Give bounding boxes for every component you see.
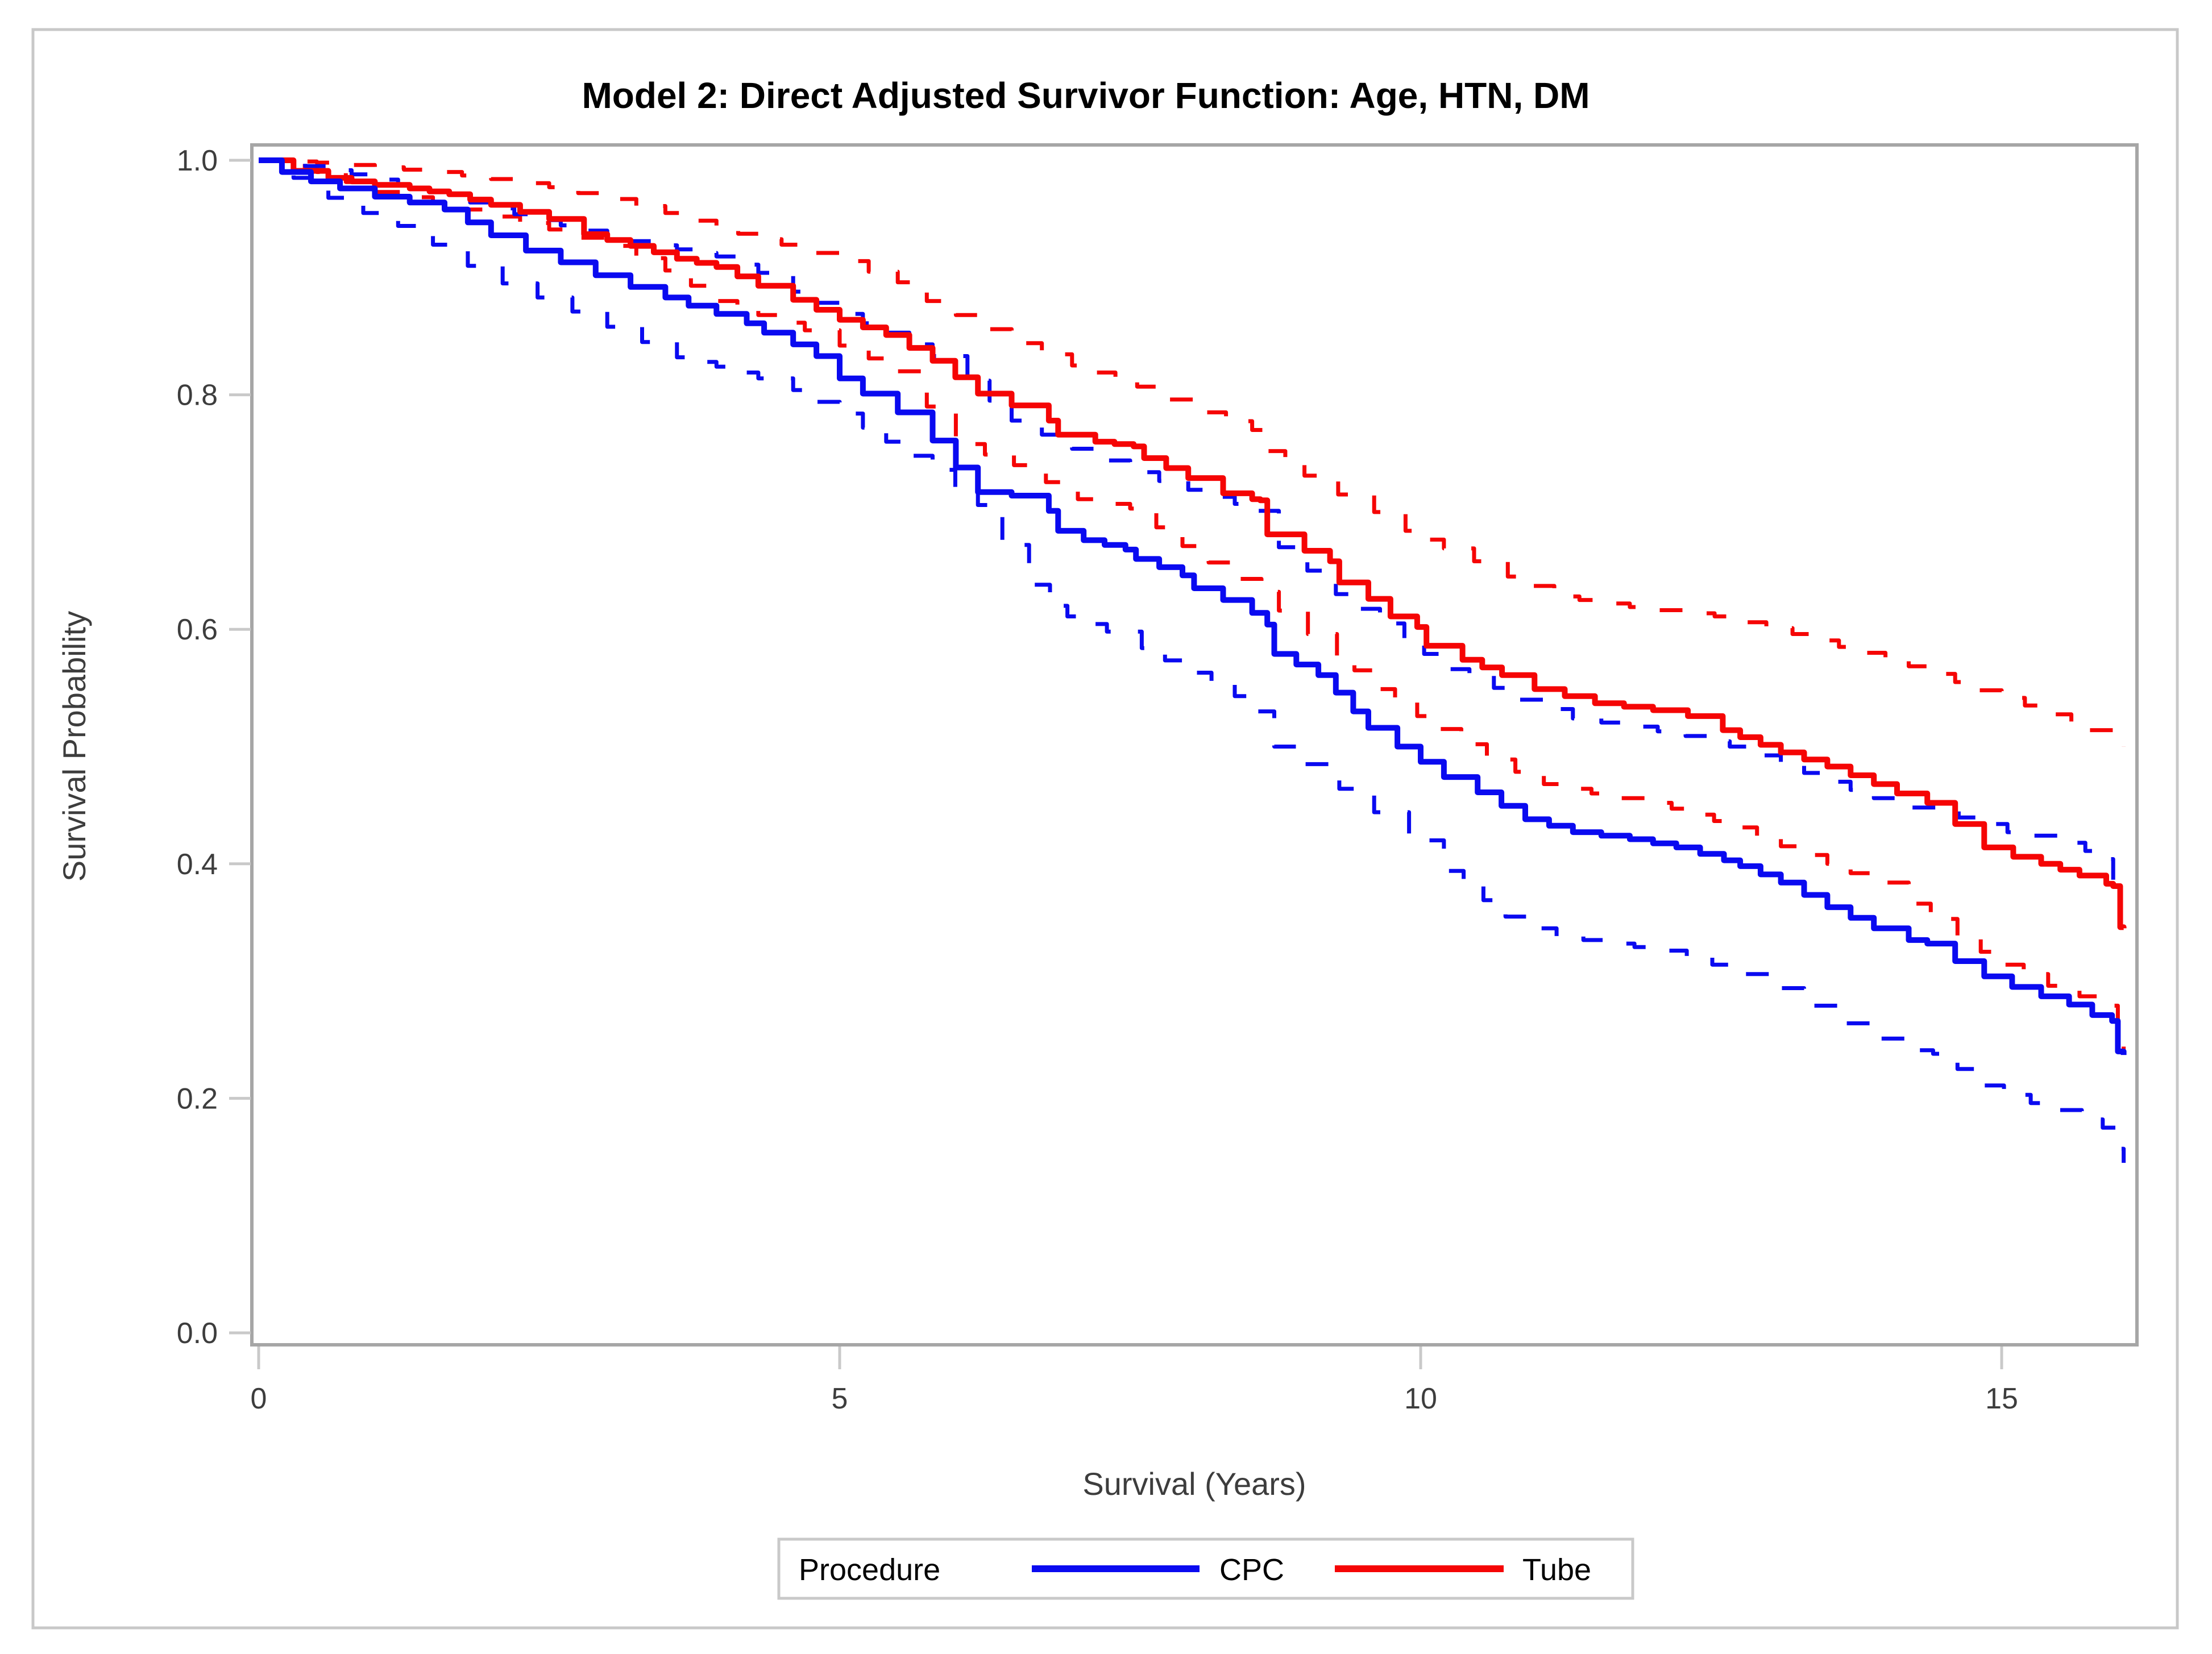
tube-estimate-curve — [259, 157, 2127, 930]
survival-curves — [259, 157, 2127, 1163]
legend: Procedure CPC Tube — [777, 1537, 1634, 1600]
x-tick-label: 5 — [832, 1382, 848, 1415]
legend-title: Procedure — [799, 1553, 940, 1587]
x-tick-label: 0 — [251, 1382, 267, 1415]
chart-title: Model 2: Direct Adjusted Survivor Functi… — [582, 75, 1590, 116]
y-axis-title: Survival Probability — [56, 611, 92, 882]
legend-cpc-label: CPC — [1219, 1553, 1284, 1587]
y-tick-label: 0.4 — [177, 848, 218, 881]
x-tick-label: 15 — [1985, 1382, 2018, 1415]
y-tick-label: 0.6 — [177, 613, 218, 646]
plot-frame — [250, 143, 2139, 1347]
cpc-estimate-curve — [259, 157, 2127, 1055]
y-tick-label: 0.8 — [177, 379, 218, 412]
x-axis-ticks: 0 5 10 15 — [251, 1347, 2018, 1415]
y-tick-label: 1.0 — [177, 144, 218, 177]
legend-tube-label: Tube — [1522, 1553, 1591, 1587]
cpc-lower-ci-curve — [259, 158, 2126, 1163]
tube-lower-ci-curve — [259, 158, 2126, 1052]
x-axis-title: Survival (Years) — [1082, 1466, 1306, 1502]
y-axis-ticks: 0.0 0.2 0.4 0.6 0.8 1.0 — [177, 144, 251, 1350]
y-tick-label: 0.2 — [177, 1082, 218, 1115]
x-tick-label: 10 — [1404, 1382, 1437, 1415]
cpc-upper-ci-curve — [259, 158, 2122, 884]
tube-upper-ci-curve — [259, 158, 2126, 747]
y-tick-label: 0.0 — [177, 1317, 218, 1350]
